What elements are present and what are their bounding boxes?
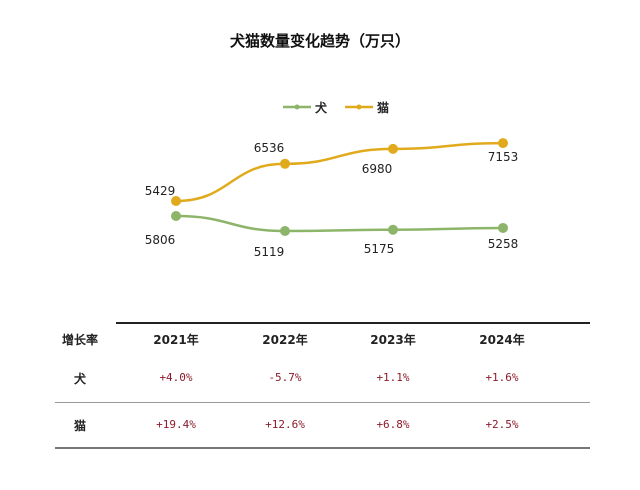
table-bottom-rule <box>55 447 590 449</box>
data-label: 6536 <box>254 141 285 155</box>
table-header-year: 2021年 <box>153 333 199 347</box>
table-header-label: 增长率 <box>61 333 98 347</box>
table-header-year: 2024年 <box>479 333 525 347</box>
data-point <box>388 143 398 154</box>
data-label: 5429 <box>145 184 176 198</box>
dog-growth: +1.6% <box>485 371 519 384</box>
legend-marker <box>294 104 300 110</box>
dog-growth: -5.7% <box>268 371 302 384</box>
cat-growth: +19.4% <box>156 418 196 431</box>
legend-label: 犬 <box>315 100 328 115</box>
table-divider <box>55 402 590 403</box>
data-label: 5175 <box>364 242 395 256</box>
data-point <box>498 138 508 149</box>
row-label-cat: 猫 <box>73 419 86 433</box>
series-line-1 <box>175 141 504 203</box>
data-point <box>280 225 290 236</box>
chart-title: 犬猫数量变化趋势（万只） <box>229 32 410 50</box>
series-line-0 <box>175 214 504 233</box>
data-point <box>498 222 508 233</box>
data-point <box>171 196 181 206</box>
line-chart: 5806 5119 5175 5258 犬 5429 6536 6980 7153 猫 <box>145 100 519 259</box>
table-top-rule <box>116 322 590 324</box>
cat-growth: +2.5% <box>485 418 519 431</box>
table-header-year: 2023年 <box>370 333 416 347</box>
data-label: 5119 <box>254 245 285 259</box>
data-label: 5258 <box>488 237 519 251</box>
data-label: 6980 <box>362 162 393 176</box>
table-header-year: 2022年 <box>262 333 308 347</box>
data-point <box>388 224 398 235</box>
data-label: 5806 <box>145 233 176 247</box>
data-point <box>280 158 290 169</box>
legend-marker <box>356 104 362 110</box>
dog-growth: +4.0% <box>159 371 193 384</box>
data-label: 7153 <box>488 150 519 164</box>
legend-label: 猫 <box>377 100 389 115</box>
dog-growth: +1.1% <box>376 371 410 384</box>
data-point <box>171 211 181 221</box>
row-label-dog: 犬 <box>73 372 86 386</box>
cat-growth: +12.6% <box>265 418 305 431</box>
cat-growth: +6.8% <box>376 418 410 431</box>
